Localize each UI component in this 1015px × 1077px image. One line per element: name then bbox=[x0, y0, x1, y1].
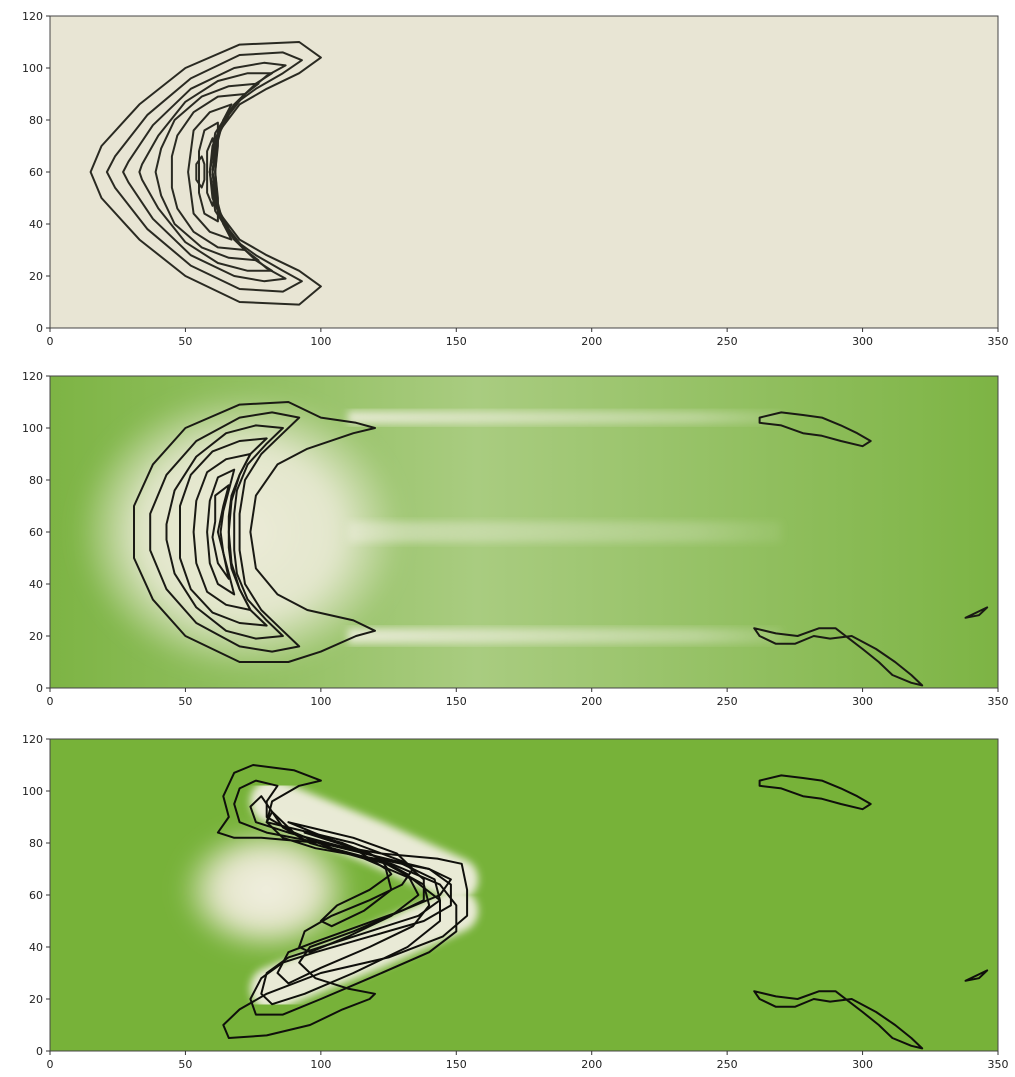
x-tick-label: 50 bbox=[178, 695, 192, 708]
x-tick-label: 200 bbox=[581, 335, 602, 348]
y-tick-label: 0 bbox=[36, 322, 43, 335]
heatmap-field-middle bbox=[50, 376, 998, 688]
y-tick-label: 0 bbox=[36, 682, 43, 695]
y-tick-label: 60 bbox=[29, 166, 43, 179]
y-tick-label: 100 bbox=[22, 62, 43, 75]
x-tick-label: 250 bbox=[717, 335, 738, 348]
y-tick-label: 60 bbox=[29, 526, 43, 539]
contour-line bbox=[198, 121, 219, 223]
y-tick-label: 80 bbox=[29, 837, 43, 850]
x-tick-label: 100 bbox=[310, 1058, 331, 1071]
x-tick-label: 300 bbox=[852, 695, 873, 708]
contour-line bbox=[192, 453, 252, 611]
contour-line bbox=[287, 821, 420, 954]
contour-line bbox=[753, 990, 924, 1050]
contour-line bbox=[149, 411, 301, 653]
x-tick-label: 350 bbox=[988, 1058, 1009, 1071]
y-tick-label: 20 bbox=[29, 993, 43, 1006]
contour-line bbox=[265, 810, 431, 985]
y-tick-label: 100 bbox=[22, 785, 43, 798]
contour-line bbox=[753, 627, 924, 687]
contour-line bbox=[303, 831, 393, 928]
y-tick-label: 120 bbox=[22, 10, 43, 23]
y-tick-label: 20 bbox=[29, 630, 43, 643]
heatmap-band bbox=[250, 779, 479, 902]
heatmap-background bbox=[50, 16, 998, 328]
contour-line bbox=[206, 468, 236, 596]
x-tick-label: 100 bbox=[310, 335, 331, 348]
y-tick-label: 0 bbox=[36, 1045, 43, 1058]
x-tick-label: 100 bbox=[310, 695, 331, 708]
contour-line bbox=[758, 411, 872, 448]
x-tick-label: 300 bbox=[852, 335, 873, 348]
contour-line bbox=[170, 93, 246, 251]
x-tick-label: 0 bbox=[47, 335, 54, 348]
x-tick-label: 350 bbox=[988, 335, 1009, 348]
contour-line bbox=[206, 137, 217, 207]
x-tick-label: 0 bbox=[47, 1058, 54, 1071]
y-tick-label: 80 bbox=[29, 114, 43, 127]
x-tick-label: 0 bbox=[47, 695, 54, 708]
heatmap-halo bbox=[178, 824, 355, 955]
panel-middle: 0 50 100 150 200 250 300 350 0 20 40 60 80 100 120 bbox=[22, 370, 1009, 708]
panel-bottom: 0 50 100 150 200 250 300 350 0 20 40 60 80 100 120 bbox=[22, 733, 1009, 1071]
x-tick-label: 300 bbox=[852, 1058, 873, 1071]
y-tick-label: 60 bbox=[29, 889, 43, 902]
contour-line bbox=[165, 424, 284, 640]
y-tick-label: 120 bbox=[22, 733, 43, 746]
y-tick-label: 40 bbox=[29, 578, 43, 591]
y-tick-label: 80 bbox=[29, 474, 43, 487]
contour-line bbox=[211, 484, 230, 580]
contour-line bbox=[233, 779, 458, 1016]
y-tick-label: 40 bbox=[29, 218, 43, 231]
heatmap-streak bbox=[347, 628, 782, 644]
contour-line bbox=[133, 401, 376, 663]
y-tick-label: 100 bbox=[22, 422, 43, 435]
heatmap-field-top bbox=[50, 16, 998, 328]
heatmap-streak bbox=[347, 411, 782, 425]
y-tick-label: 20 bbox=[29, 270, 43, 283]
x-tick-label: 150 bbox=[446, 695, 467, 708]
x-tick-label: 200 bbox=[581, 1058, 602, 1071]
contour-line bbox=[964, 606, 989, 619]
contour-line bbox=[138, 72, 274, 272]
y-tick-label: 120 bbox=[22, 370, 43, 383]
x-tick-label: 150 bbox=[446, 1058, 467, 1071]
x-tick-label: 250 bbox=[717, 1058, 738, 1071]
x-tick-label: 350 bbox=[988, 695, 1009, 708]
x-tick-label: 200 bbox=[581, 695, 602, 708]
contour-line bbox=[195, 155, 206, 189]
contour-line bbox=[964, 969, 989, 982]
contour-line bbox=[179, 437, 268, 627]
x-tick-label: 50 bbox=[178, 335, 192, 348]
panel-top: 0 50 100 150 200 250 300 350 0 20 40 60 80 100 120 bbox=[22, 10, 1009, 348]
heatmap-field-bottom bbox=[50, 739, 998, 1051]
heatmap-streak bbox=[347, 521, 782, 543]
x-tick-label: 150 bbox=[446, 335, 467, 348]
contour-line bbox=[758, 774, 872, 811]
x-tick-label: 50 bbox=[178, 1058, 192, 1071]
x-tick-label: 250 bbox=[717, 695, 738, 708]
y-tick-label: 40 bbox=[29, 941, 43, 954]
